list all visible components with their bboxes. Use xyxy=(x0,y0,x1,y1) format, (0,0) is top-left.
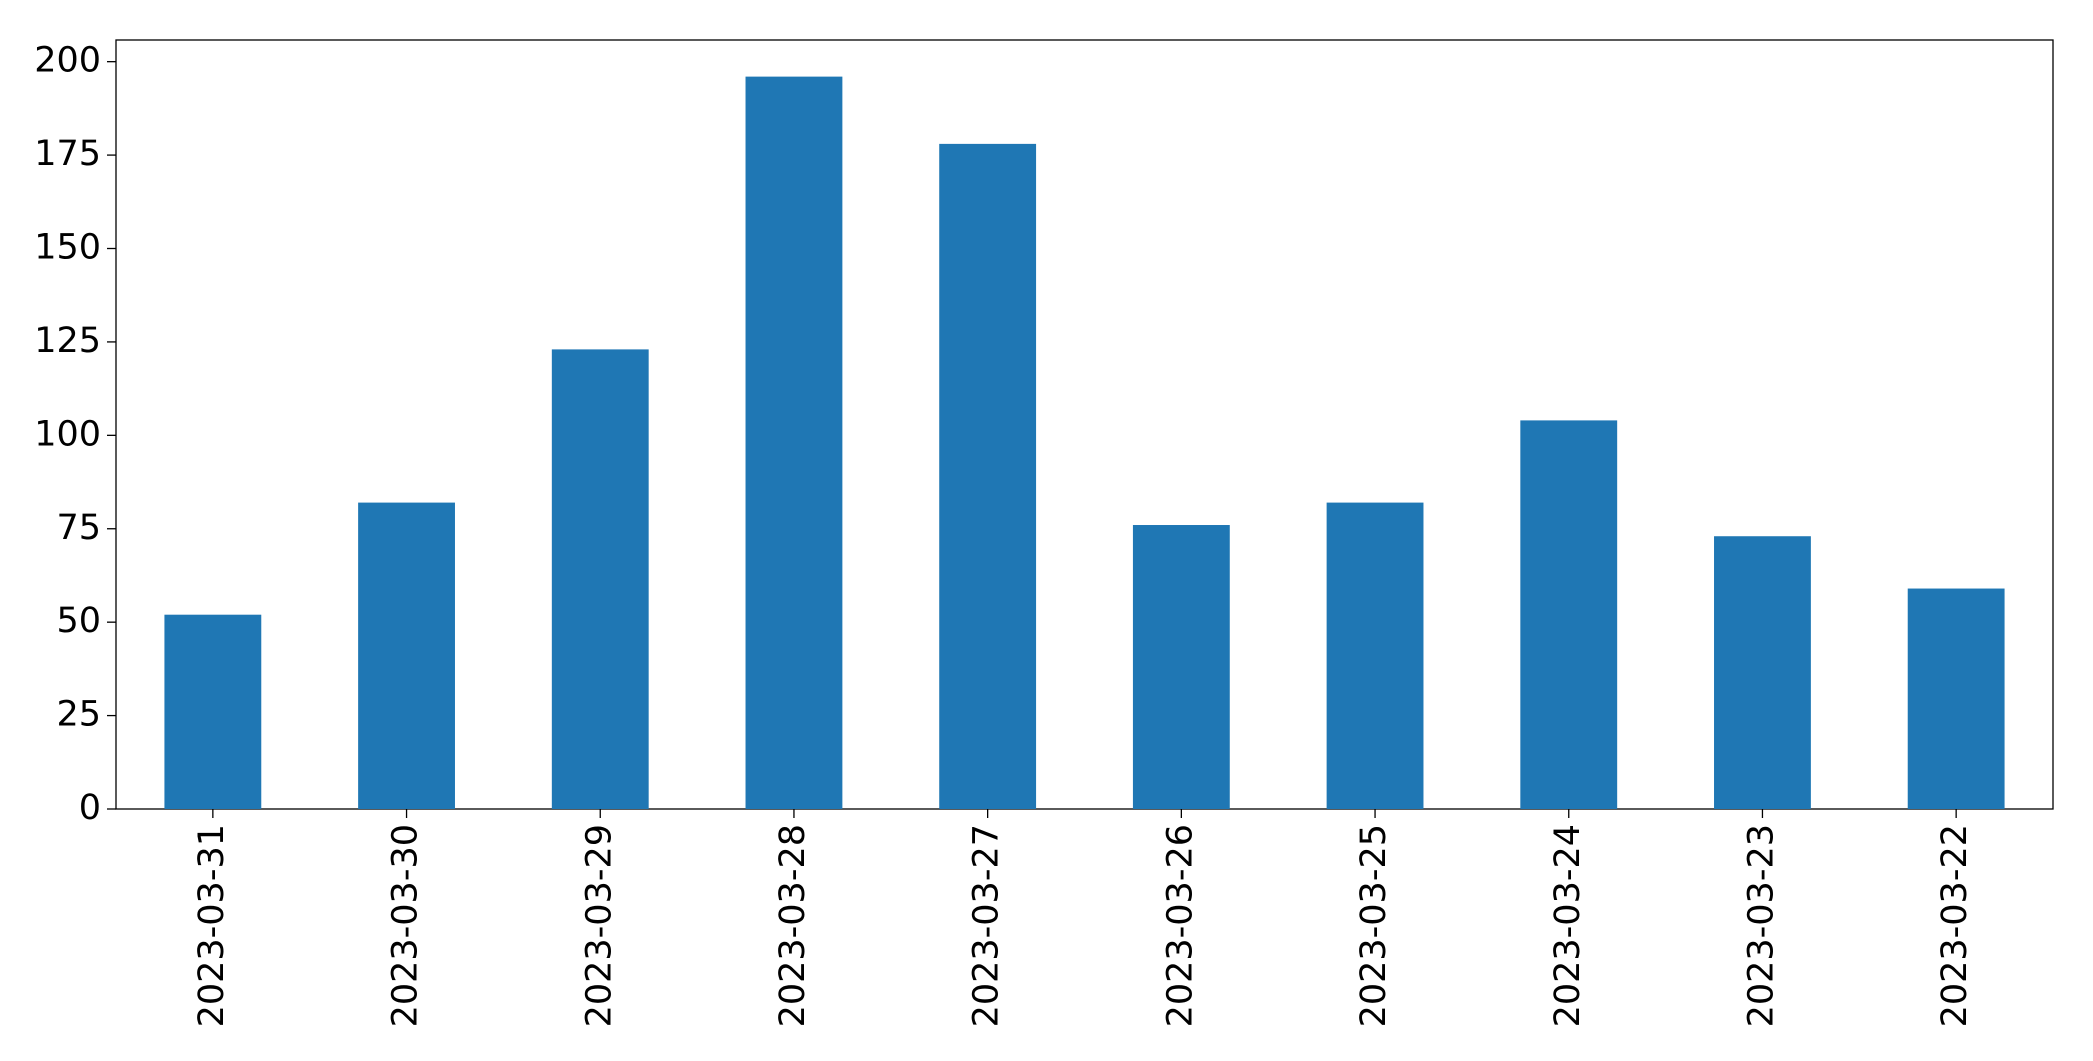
y-tick-label: 75 xyxy=(56,508,101,548)
bar xyxy=(939,143,1037,809)
x-tick-label: 2023-03-24 xyxy=(1548,824,1588,1027)
y-tick-label: 50 xyxy=(56,601,101,641)
x-tick-label: 2023-03-31 xyxy=(192,824,232,1027)
plot-frame xyxy=(115,39,2054,810)
bar xyxy=(164,614,262,809)
x-tick-label: 2023-03-25 xyxy=(1354,824,1394,1027)
bar xyxy=(551,349,649,809)
bar xyxy=(1132,525,1230,809)
x-tick-label: 2023-03-26 xyxy=(1160,824,1200,1027)
bar xyxy=(1907,588,2005,809)
x-tick-label: 2023-03-29 xyxy=(579,824,619,1027)
x-tick-label: 2023-03-28 xyxy=(773,824,813,1027)
x-tick-label: 2023-03-23 xyxy=(1741,824,1781,1027)
bar xyxy=(1520,420,1618,809)
x-tick-label: 2023-03-22 xyxy=(1935,824,1975,1027)
y-tick-label: 25 xyxy=(56,695,101,735)
bar xyxy=(1714,536,1811,809)
bar xyxy=(1326,502,1424,809)
y-tick-label: 125 xyxy=(34,321,101,361)
x-tick-label: 2023-03-27 xyxy=(967,824,1007,1027)
y-tick-label: 100 xyxy=(34,414,101,454)
y-tick-label: 200 xyxy=(34,41,101,81)
y-tick-label: 0 xyxy=(79,788,101,828)
bar xyxy=(358,502,455,809)
y-tick-label: 175 xyxy=(34,134,101,174)
x-tick-label: 2023-03-30 xyxy=(386,824,426,1027)
y-tick-label: 150 xyxy=(34,228,101,268)
bar xyxy=(745,76,843,810)
